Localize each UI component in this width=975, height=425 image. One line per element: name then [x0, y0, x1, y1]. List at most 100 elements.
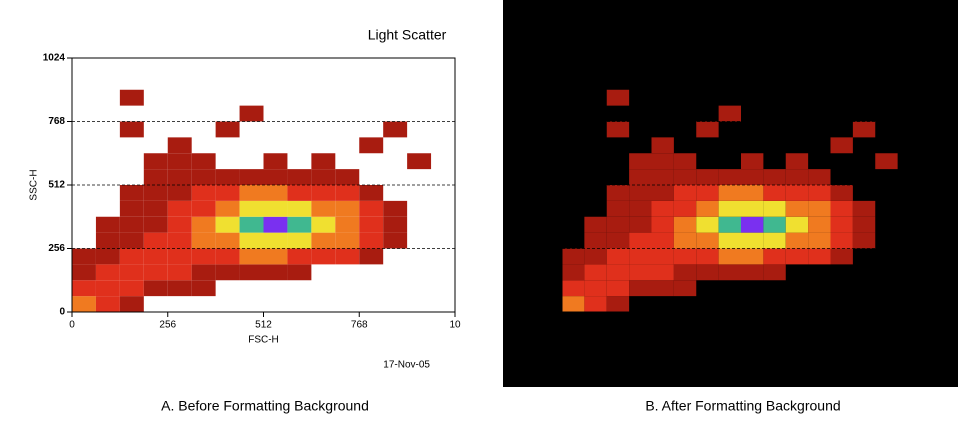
density-cell: [785, 232, 809, 249]
density-cell: [215, 248, 240, 265]
density-cell: [167, 137, 192, 154]
density-cell: [763, 232, 786, 249]
y-tick-label: 512: [538, 180, 555, 191]
density-cell: [651, 248, 674, 265]
density-cell: [359, 216, 384, 233]
density-cell: [830, 185, 853, 201]
density-cell: [718, 248, 741, 265]
density-cell: [673, 248, 697, 265]
density-cell: [696, 248, 719, 265]
density-cell: [119, 89, 144, 106]
density-cell: [407, 153, 432, 170]
x-tick-label: 768: [822, 320, 839, 331]
density-cell: [95, 264, 120, 281]
density-cell: [785, 248, 809, 265]
density-cell: [167, 248, 192, 265]
density-cell: [95, 232, 120, 249]
density-cell: [311, 216, 336, 233]
x-tick-label: 0: [69, 320, 75, 331]
date-label: 17-Nov-05: [871, 360, 918, 371]
density-cell: [718, 216, 741, 233]
density-cell: [119, 216, 144, 233]
density-cell: [562, 296, 585, 312]
density-cell: [606, 185, 630, 201]
density-cell: [287, 185, 312, 201]
y-tick-label: 768: [48, 116, 65, 127]
x-tick-label: 512: [255, 320, 272, 331]
density-cell: [763, 169, 786, 185]
chart-title: Light Scatter: [368, 27, 447, 43]
density-cell: [673, 200, 697, 217]
density-cell: [359, 248, 384, 265]
density-cell: [673, 169, 697, 185]
density-cell: [311, 248, 336, 265]
density-cell: [673, 185, 697, 201]
density-cell: [629, 153, 652, 170]
x-tick-label: 256: [643, 320, 660, 331]
density-cell: [584, 296, 607, 312]
density-cell: [584, 280, 607, 297]
density-cell: [263, 169, 288, 185]
x-tick-label: 768: [351, 320, 368, 331]
density-cell: [239, 105, 264, 122]
density-cell: [562, 264, 585, 281]
density-cell: [191, 153, 216, 170]
density-cell: [263, 232, 288, 249]
density-cell: [673, 264, 697, 281]
density-cell: [606, 296, 630, 312]
density-cell: [852, 200, 876, 217]
density-cell: [167, 232, 192, 249]
density-cell: [830, 216, 853, 233]
density-cell: [852, 232, 876, 249]
y-tick-label: 256: [48, 243, 65, 254]
density-cell: [167, 200, 192, 217]
density-cell: [696, 200, 719, 217]
density-cell: [785, 185, 809, 201]
density-cell: [673, 216, 697, 233]
density-cell: [95, 248, 120, 265]
density-cell: [311, 185, 336, 201]
density-cell: [741, 169, 764, 185]
density-cell: [239, 248, 264, 265]
density-cell: [584, 248, 607, 265]
density-cell: [562, 248, 585, 265]
density-cell: [785, 153, 809, 170]
density-cell: [215, 121, 240, 138]
density-cell: [95, 280, 120, 297]
density-cell: [263, 153, 288, 170]
y-tick-label: 1024: [43, 53, 66, 64]
density-cell: [119, 121, 144, 138]
density-cell: [629, 232, 652, 249]
density-cell: [119, 200, 144, 217]
density-cell: [311, 200, 336, 217]
density-cell: [215, 232, 240, 249]
density-cell: [741, 232, 764, 249]
density-cell: [383, 200, 408, 217]
density-cell: [215, 216, 240, 233]
x-tick-label: 256: [159, 320, 176, 331]
density-cell: [143, 153, 168, 170]
density-cell: [718, 264, 741, 281]
density-cell: [119, 296, 144, 312]
density-cell: [830, 137, 853, 154]
density-cell: [696, 216, 719, 233]
density-cell: [696, 169, 719, 185]
density-cell: [651, 216, 674, 233]
density-cell: [143, 216, 168, 233]
density-cell: [239, 264, 264, 281]
density-cell: [808, 232, 831, 249]
density-cell: [808, 169, 831, 185]
density-cell: [95, 216, 120, 233]
density-cell: [741, 248, 764, 265]
density-cell: [629, 216, 652, 233]
density-cell: [119, 185, 144, 201]
density-cell: [651, 200, 674, 217]
density-cell: [72, 264, 96, 281]
chart-title: Light Scatter: [833, 27, 912, 43]
density-cell: [629, 169, 652, 185]
y-axis-label: SSC-H: [519, 169, 530, 200]
density-cell: [629, 248, 652, 265]
density-cell: [741, 153, 764, 170]
density-cell: [584, 264, 607, 281]
density-cell: [606, 200, 630, 217]
